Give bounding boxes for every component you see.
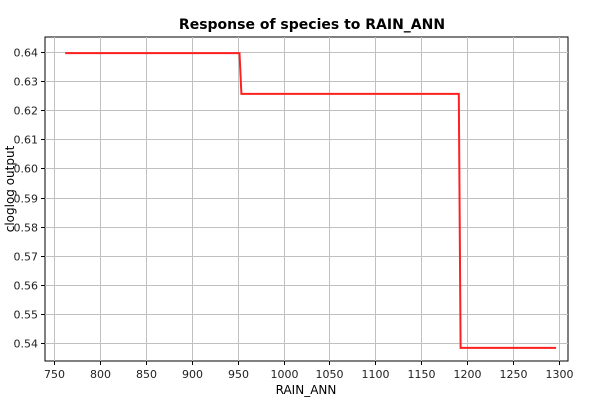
y-tick-label: 0.64 xyxy=(14,47,39,60)
series-layer xyxy=(65,52,557,349)
y-tick-label: 0.59 xyxy=(14,193,39,206)
y-tick-label: 0.56 xyxy=(14,280,39,293)
x-tick-label: 1150 xyxy=(408,368,436,381)
x-tick-label: 1250 xyxy=(500,368,528,381)
chart-title: Response of species to RAIN_ANN xyxy=(179,17,445,33)
y-tick-label: 0.58 xyxy=(14,222,39,235)
x-tick-label: 750 xyxy=(44,368,65,381)
x-tick-label: 1200 xyxy=(454,368,482,381)
x-tick-label: 950 xyxy=(228,368,249,381)
y-tick-label: 0.61 xyxy=(14,134,39,147)
x-axis-label: RAIN_ANN xyxy=(276,383,337,397)
y-tick-label: 0.55 xyxy=(14,309,39,322)
y-axis-ticks: 0.54 0.55 0.56 0.57 0.58 0.59 0.60 0.61 0.62 0.63… xyxy=(14,47,45,351)
x-tick-label: 900 xyxy=(182,368,203,381)
x-tick-label: 1300 xyxy=(546,368,574,381)
x-tick-label: 1050 xyxy=(316,368,344,381)
series-line xyxy=(65,52,557,349)
x-tick-label: 1000 xyxy=(271,368,299,381)
grid xyxy=(45,37,568,361)
y-tick-label: 0.60 xyxy=(14,163,39,176)
x-axis-ticks: 750 800 850 900 950 1000 1050 1100 1150 1200 1250 1… xyxy=(44,361,574,381)
y-tick-label: 0.57 xyxy=(14,251,39,264)
x-tick-label: 1100 xyxy=(362,368,390,381)
x-tick-label: 850 xyxy=(136,368,157,381)
y-tick-label: 0.62 xyxy=(14,105,39,118)
y-tick-label: 0.63 xyxy=(14,76,39,89)
y-axis-label: cloglog output xyxy=(3,145,17,232)
x-tick-label: 800 xyxy=(90,368,111,381)
y-tick-label: 0.54 xyxy=(14,338,39,351)
